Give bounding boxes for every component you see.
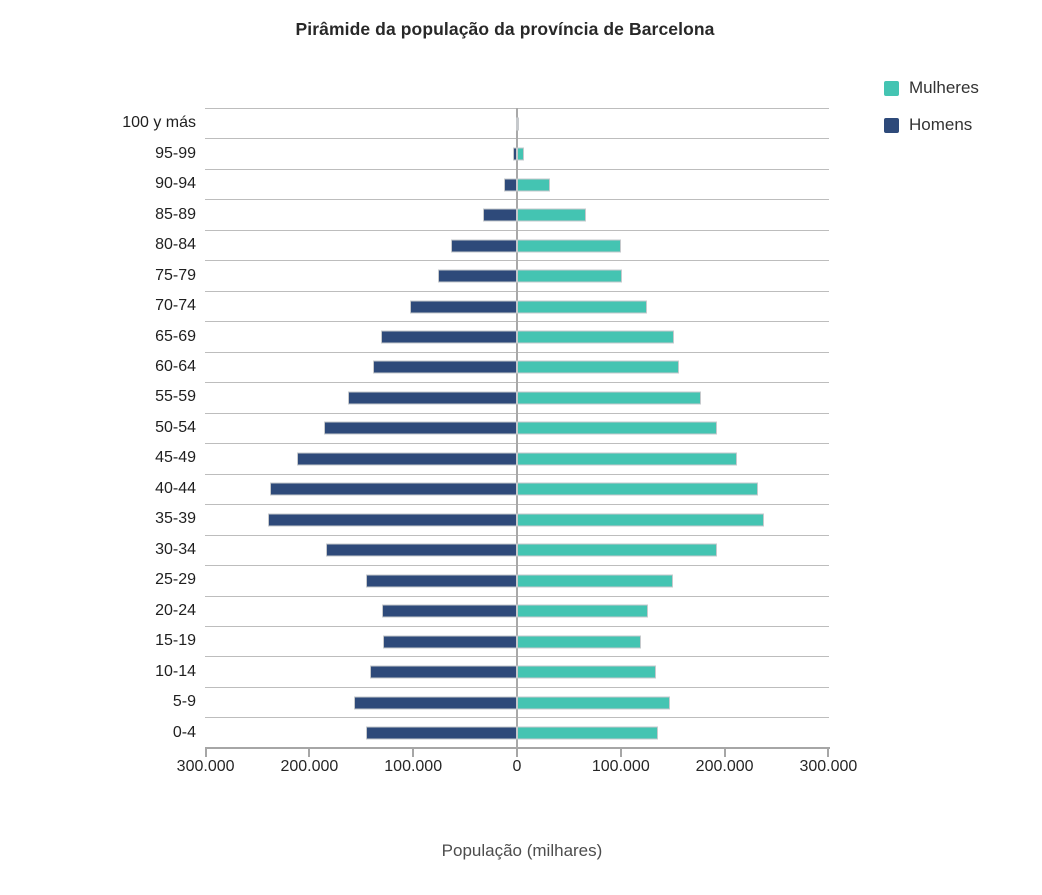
y-axis-label: 65-69	[155, 327, 196, 345]
x-axis-tick-label: 300.000	[799, 758, 858, 775]
homens-bar	[323, 421, 517, 435]
x-axis-tick	[516, 749, 518, 757]
mulheres-bar	[517, 482, 758, 496]
mulheres-bar	[517, 239, 621, 253]
chart-title: Pirâmide da população da província de Ba…	[295, 19, 715, 39]
legend-item-label: Mulheres	[909, 78, 979, 97]
homens-bar	[267, 513, 517, 527]
homens-bar	[366, 574, 517, 588]
y-axis-label: 95-99	[155, 144, 196, 162]
mulheres-bar	[517, 574, 673, 588]
y-axis-labels: 100 y más 95-99 90-94 85-89 80-84 75-79 70-74 6…	[40, 108, 196, 748]
x-axis-tick	[308, 749, 311, 757]
plot-area	[205, 108, 829, 748]
mulheres-bar	[517, 330, 674, 344]
y-axis-label: 75-79	[155, 266, 196, 284]
mulheres-bar	[517, 421, 718, 435]
mulheres-bar	[517, 391, 701, 405]
homens-bar	[372, 360, 517, 374]
homens-bar	[296, 452, 517, 466]
mulheres-bar	[517, 208, 586, 222]
mulheres-bar	[517, 513, 765, 527]
x-axis-tick-label: 300.000	[176, 758, 235, 775]
y-axis-label: 70-74	[155, 297, 196, 315]
x-axis-title: População (milhares)	[441, 841, 603, 860]
legend-item-label: Homens	[909, 115, 973, 134]
x-axis-tick-label: 0	[512, 758, 522, 775]
legend-swatch-homens	[884, 117, 899, 133]
homens-bar	[383, 635, 517, 649]
y-axis-label: 50-54	[155, 418, 196, 436]
homens-bar	[382, 604, 517, 618]
bar-row	[205, 686, 829, 717]
y-axis-label: 80-84	[155, 236, 196, 254]
homens-bar	[450, 239, 517, 253]
mulheres-bar	[517, 178, 551, 192]
y-axis-label: 40-44	[155, 479, 196, 497]
y-axis-label: 35-39	[155, 510, 196, 528]
mulheres-bar	[517, 665, 657, 679]
mulheres-bar	[517, 269, 622, 283]
y-axis-label: 85-89	[155, 205, 196, 223]
mulheres-bar	[517, 604, 648, 618]
homens-bar	[347, 391, 517, 405]
legend-swatch-mulheres	[884, 80, 899, 96]
x-axis-tick	[412, 749, 415, 757]
mulheres-bar	[517, 147, 525, 161]
homens-bar	[354, 696, 517, 710]
y-axis-label: 15-19	[155, 632, 196, 650]
y-axis-label: 100 y más	[122, 114, 196, 132]
y-axis-label: 5-9	[172, 693, 196, 711]
mulheres-bar	[517, 300, 647, 314]
homens-bar	[438, 269, 517, 283]
bar-row	[205, 412, 829, 443]
x-axis-tick-label: 100.000	[384, 758, 443, 775]
x-axis-tick-label: 100.000	[591, 758, 650, 775]
x-axis-tick	[723, 749, 726, 757]
y-axis-label: 90-94	[155, 175, 196, 193]
y-axis-label: 60-64	[155, 357, 196, 375]
y-axis-label: 10-14	[155, 662, 196, 680]
mulheres-bar	[517, 452, 738, 466]
homens-bar	[366, 726, 517, 740]
homens-bar	[326, 543, 517, 557]
x-axis-tick	[204, 749, 207, 757]
x-axis-tick-label: 200.000	[695, 758, 754, 775]
homens-bar	[410, 300, 517, 314]
y-axis-label: 45-49	[155, 449, 196, 467]
y-axis-label: 25-29	[155, 571, 196, 589]
legend-item-mulheres[interactable]: Mulheres	[884, 78, 979, 98]
x-axis-tick	[827, 749, 830, 757]
homens-bar	[369, 665, 517, 679]
mulheres-bar	[517, 543, 718, 557]
homens-bar	[513, 147, 517, 161]
homens-bar	[381, 330, 517, 344]
y-axis-label: 20-24	[155, 601, 196, 619]
y-axis-label: 0-4	[172, 723, 196, 741]
homens-bar	[482, 208, 517, 222]
y-axis-label: 30-34	[155, 540, 196, 558]
mulheres-bar	[517, 696, 670, 710]
homens-bar	[269, 482, 517, 496]
bar-row	[205, 504, 829, 534]
mulheres-bar	[517, 635, 641, 649]
mulheres-bar	[517, 360, 679, 374]
homens-bar	[503, 178, 517, 192]
mulheres-bar	[517, 117, 520, 131]
x-axis-tick-label: 200.000	[280, 758, 339, 775]
y-axis-label: 55-59	[155, 388, 196, 406]
x-axis-line	[205, 747, 830, 749]
x-axis-tick	[619, 749, 622, 757]
legend-item-homens[interactable]: Homens	[884, 115, 979, 135]
legend: Mulheres Homens	[884, 78, 979, 152]
mulheres-bar	[517, 726, 659, 740]
